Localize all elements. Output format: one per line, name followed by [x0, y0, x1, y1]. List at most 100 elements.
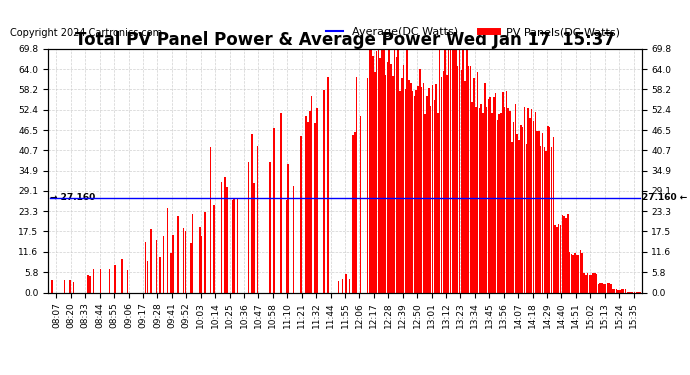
Bar — [506, 92, 507, 292]
Bar — [609, 283, 610, 292]
Bar — [233, 199, 235, 292]
Bar — [612, 289, 613, 292]
Bar — [477, 72, 478, 292]
Bar — [391, 63, 392, 292]
Bar — [600, 284, 601, 292]
Bar — [511, 142, 513, 292]
Bar — [386, 62, 388, 292]
Bar — [542, 133, 543, 292]
Bar — [594, 273, 595, 292]
Bar — [565, 218, 566, 292]
Bar — [435, 84, 437, 292]
Bar — [560, 225, 561, 292]
Bar — [563, 216, 565, 292]
Bar — [589, 275, 590, 292]
Bar — [92, 269, 94, 292]
Bar — [377, 49, 379, 292]
Bar — [293, 186, 295, 292]
Bar — [468, 66, 469, 292]
Bar — [586, 273, 589, 292]
Bar — [450, 49, 451, 292]
Bar — [582, 253, 583, 292]
Bar — [567, 214, 569, 292]
Bar — [614, 290, 615, 292]
Bar — [459, 49, 460, 292]
Bar — [410, 82, 412, 292]
Bar — [115, 265, 116, 292]
Bar — [484, 83, 486, 292]
Bar — [620, 290, 621, 292]
Bar — [170, 253, 172, 292]
Bar — [421, 87, 422, 292]
Bar — [605, 284, 607, 292]
Bar — [448, 49, 449, 292]
Bar — [394, 49, 395, 292]
Bar — [544, 147, 545, 292]
Bar — [172, 235, 173, 292]
Bar — [502, 92, 504, 292]
Bar — [395, 57, 397, 292]
Bar — [415, 90, 417, 292]
Bar — [433, 100, 435, 292]
Bar — [381, 49, 383, 292]
Bar — [482, 113, 484, 292]
Bar — [509, 111, 511, 292]
Bar — [573, 255, 574, 292]
Bar — [551, 147, 552, 292]
Text: Copyright 2024 Cartronics.com: Copyright 2024 Cartronics.com — [10, 28, 162, 38]
Bar — [345, 274, 346, 292]
Bar — [376, 51, 377, 292]
Bar — [618, 290, 619, 292]
Bar — [403, 65, 404, 292]
Bar — [545, 151, 547, 292]
Bar — [504, 107, 505, 292]
Bar — [500, 113, 502, 292]
Text: → 27.160: → 27.160 — [50, 193, 95, 202]
Bar — [300, 136, 302, 292]
Bar — [518, 140, 520, 292]
Bar — [558, 224, 560, 292]
Bar — [392, 76, 393, 292]
Bar — [571, 254, 572, 292]
Bar — [356, 77, 357, 292]
Bar — [540, 146, 542, 292]
Bar — [72, 282, 75, 292]
Bar — [562, 215, 563, 292]
Bar — [251, 134, 253, 292]
Bar — [536, 132, 538, 292]
Legend: Average(DC Watts), PV Panels(DC Watts): Average(DC Watts), PV Panels(DC Watts) — [322, 22, 624, 42]
Bar — [385, 75, 386, 292]
Bar — [527, 108, 529, 292]
Bar — [338, 280, 339, 292]
Bar — [441, 77, 442, 292]
Bar — [437, 113, 439, 292]
Bar — [488, 99, 489, 292]
Bar — [147, 261, 148, 292]
Bar — [412, 91, 413, 292]
Bar — [491, 113, 493, 292]
Bar — [529, 118, 531, 292]
Bar — [388, 49, 390, 292]
Bar — [556, 226, 558, 292]
Bar — [224, 177, 226, 292]
Bar — [383, 49, 384, 292]
Bar — [127, 270, 128, 292]
Bar — [199, 227, 201, 292]
Bar — [327, 77, 328, 292]
Bar — [213, 205, 215, 292]
Bar — [69, 280, 70, 292]
Bar — [226, 187, 228, 292]
Bar — [424, 114, 426, 292]
Bar — [156, 240, 157, 292]
Bar — [248, 162, 249, 292]
Bar — [204, 213, 206, 292]
Bar — [185, 231, 186, 292]
Bar — [526, 144, 527, 292]
Bar — [486, 107, 487, 292]
Bar — [192, 214, 193, 292]
Bar — [603, 284, 604, 292]
Bar — [513, 122, 515, 292]
Bar — [533, 120, 534, 292]
Bar — [583, 273, 584, 292]
Text: 27.160 ←: 27.160 ← — [642, 193, 687, 202]
